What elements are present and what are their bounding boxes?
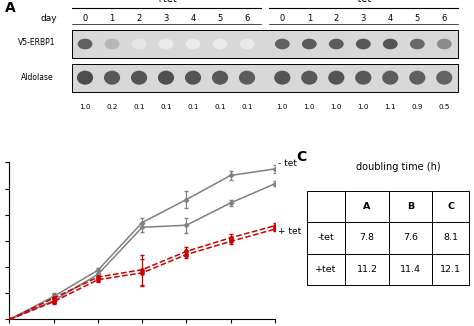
Text: C: C bbox=[296, 150, 306, 164]
Bar bbox=[307, 222, 346, 254]
Ellipse shape bbox=[213, 39, 228, 49]
Text: 0.1: 0.1 bbox=[241, 104, 253, 111]
Ellipse shape bbox=[104, 71, 120, 85]
Text: 1: 1 bbox=[307, 14, 312, 23]
Ellipse shape bbox=[383, 39, 398, 49]
Ellipse shape bbox=[77, 71, 93, 85]
Text: 1.0: 1.0 bbox=[357, 104, 369, 111]
Text: -tet: -tet bbox=[355, 0, 372, 4]
Text: Aldolase: Aldolase bbox=[21, 73, 54, 82]
Ellipse shape bbox=[382, 71, 398, 85]
Bar bbox=[346, 222, 389, 254]
Ellipse shape bbox=[212, 71, 228, 85]
Ellipse shape bbox=[239, 71, 255, 85]
Ellipse shape bbox=[437, 39, 452, 49]
Ellipse shape bbox=[186, 39, 201, 49]
Ellipse shape bbox=[132, 39, 146, 49]
Ellipse shape bbox=[158, 71, 174, 85]
Ellipse shape bbox=[275, 39, 290, 49]
Text: 1.1: 1.1 bbox=[384, 104, 396, 111]
Text: 0.1: 0.1 bbox=[214, 104, 226, 111]
Bar bbox=[432, 191, 469, 222]
Text: 6: 6 bbox=[442, 14, 447, 23]
Text: 7.8: 7.8 bbox=[360, 233, 374, 242]
Text: A: A bbox=[364, 202, 371, 211]
Text: 1.0: 1.0 bbox=[79, 104, 91, 111]
Text: 7.6: 7.6 bbox=[403, 233, 418, 242]
Ellipse shape bbox=[409, 71, 425, 85]
Text: +tet: +tet bbox=[155, 0, 177, 4]
Ellipse shape bbox=[78, 39, 92, 49]
Ellipse shape bbox=[328, 71, 345, 85]
Ellipse shape bbox=[302, 39, 317, 49]
Text: + tet: + tet bbox=[278, 227, 301, 236]
Bar bbox=[307, 191, 346, 222]
Text: day: day bbox=[40, 14, 57, 23]
Ellipse shape bbox=[239, 39, 255, 49]
Text: A: A bbox=[5, 1, 16, 15]
Ellipse shape bbox=[185, 71, 201, 85]
Text: doubling time (h): doubling time (h) bbox=[356, 162, 441, 172]
Text: 2: 2 bbox=[334, 14, 339, 23]
Bar bbox=[72, 64, 458, 92]
Text: 6: 6 bbox=[244, 14, 250, 23]
Text: 0.1: 0.1 bbox=[160, 104, 172, 111]
Text: 5: 5 bbox=[415, 14, 420, 23]
Bar bbox=[389, 191, 432, 222]
Bar bbox=[389, 222, 432, 254]
Bar bbox=[346, 191, 389, 222]
Ellipse shape bbox=[274, 71, 291, 85]
Text: 3: 3 bbox=[361, 14, 366, 23]
Ellipse shape bbox=[410, 39, 425, 49]
Text: 1: 1 bbox=[109, 14, 115, 23]
Text: 8.1: 8.1 bbox=[443, 233, 458, 242]
Text: 5: 5 bbox=[218, 14, 223, 23]
Text: 0.9: 0.9 bbox=[411, 104, 423, 111]
Text: 12.1: 12.1 bbox=[440, 265, 461, 274]
Text: - tet: - tet bbox=[278, 159, 297, 168]
Ellipse shape bbox=[159, 39, 173, 49]
Text: 0.2: 0.2 bbox=[106, 104, 118, 111]
Ellipse shape bbox=[329, 39, 344, 49]
Bar bbox=[432, 254, 469, 285]
Bar bbox=[346, 254, 389, 285]
Text: 2: 2 bbox=[137, 14, 142, 23]
Ellipse shape bbox=[105, 39, 119, 49]
Text: 11.4: 11.4 bbox=[400, 265, 421, 274]
Text: 11.2: 11.2 bbox=[356, 265, 378, 274]
Text: 0.5: 0.5 bbox=[438, 104, 450, 111]
Text: C: C bbox=[447, 202, 454, 211]
Ellipse shape bbox=[131, 71, 147, 85]
Text: 1.0: 1.0 bbox=[303, 104, 315, 111]
Ellipse shape bbox=[436, 71, 452, 85]
Text: 0.1: 0.1 bbox=[133, 104, 145, 111]
Ellipse shape bbox=[301, 71, 318, 85]
Bar bbox=[432, 222, 469, 254]
Text: 1.0: 1.0 bbox=[276, 104, 288, 111]
Text: 0: 0 bbox=[280, 14, 285, 23]
Bar bbox=[307, 254, 346, 285]
Text: 4: 4 bbox=[191, 14, 196, 23]
Text: +tet: +tet bbox=[315, 265, 337, 274]
Text: 4: 4 bbox=[388, 14, 393, 23]
Text: 0.1: 0.1 bbox=[187, 104, 199, 111]
Text: 3: 3 bbox=[164, 14, 169, 23]
Ellipse shape bbox=[355, 71, 372, 85]
Ellipse shape bbox=[356, 39, 371, 49]
Text: -tet: -tet bbox=[318, 233, 334, 242]
Text: 0: 0 bbox=[82, 14, 88, 23]
Bar bbox=[389, 254, 432, 285]
Text: 1.0: 1.0 bbox=[330, 104, 342, 111]
Text: B: B bbox=[407, 202, 414, 211]
Text: V5-ERBP1: V5-ERBP1 bbox=[18, 38, 56, 47]
Bar bbox=[72, 30, 458, 58]
